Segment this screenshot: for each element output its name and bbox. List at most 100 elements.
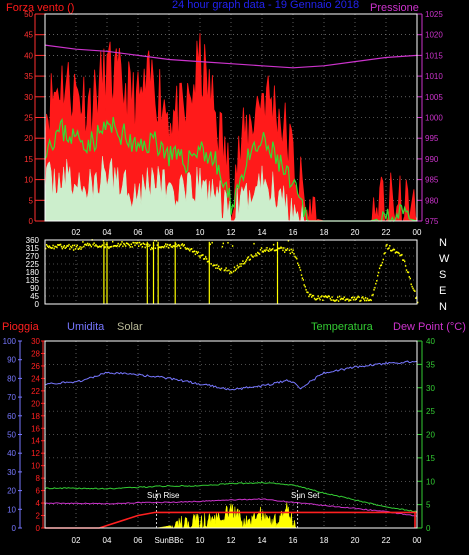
direction-point bbox=[319, 298, 321, 301]
wind-tick-label: 40 bbox=[24, 51, 33, 60]
humidity-tick-label: 70 bbox=[7, 393, 16, 402]
direction-point bbox=[351, 297, 353, 299]
direction-point bbox=[206, 260, 209, 263]
wind-tick-label: 15 bbox=[24, 155, 33, 164]
direction-point bbox=[175, 243, 177, 245]
direction-point bbox=[117, 242, 119, 245]
direction-point bbox=[264, 250, 266, 252]
direction-point bbox=[133, 242, 135, 244]
dewpoint-header: Dew Point (°C) bbox=[393, 321, 466, 333]
pressure-tick-label: 980 bbox=[425, 196, 439, 205]
wind-tick-label: 25 bbox=[24, 114, 33, 123]
direction-tick-label: 90 bbox=[30, 284, 39, 293]
direction-point bbox=[255, 253, 257, 255]
direction-point bbox=[372, 293, 374, 296]
direction-point bbox=[394, 252, 397, 254]
lower-plot-frame bbox=[44, 340, 418, 529]
temperature-line bbox=[44, 481, 418, 513]
direction-point bbox=[112, 245, 115, 247]
direction-point bbox=[378, 267, 381, 270]
direction-point bbox=[385, 245, 387, 247]
direction-point bbox=[73, 244, 76, 247]
direction-point bbox=[148, 245, 150, 247]
direction-point bbox=[411, 285, 413, 288]
direction-point bbox=[323, 295, 325, 298]
direction-point bbox=[337, 300, 340, 302]
direction-point bbox=[107, 246, 109, 248]
direction-point bbox=[220, 267, 223, 270]
direction-point bbox=[311, 296, 313, 298]
direction-point bbox=[354, 298, 357, 301]
direction-point bbox=[181, 243, 184, 245]
wind-x-tick-label: 04 bbox=[103, 228, 112, 237]
direction-tick-label: 360 bbox=[26, 236, 40, 245]
direction-point bbox=[104, 246, 106, 248]
direction-point bbox=[58, 244, 60, 246]
direction-point bbox=[57, 244, 59, 246]
lower-x-tick-label: 02 bbox=[72, 536, 81, 545]
direction-point bbox=[245, 260, 247, 263]
direction-point bbox=[110, 246, 112, 248]
temp-tick-label: 10 bbox=[426, 477, 435, 486]
direction-point bbox=[339, 298, 342, 301]
direction-point bbox=[150, 248, 152, 251]
direction-point bbox=[268, 250, 270, 252]
direction-point bbox=[377, 274, 379, 277]
direction-point bbox=[228, 269, 230, 272]
direction-point bbox=[353, 296, 356, 299]
direction-point bbox=[239, 263, 241, 265]
direction-point bbox=[229, 272, 231, 275]
direction-point bbox=[139, 243, 142, 246]
temp-tick-label: 0 bbox=[426, 524, 431, 533]
direction-point bbox=[246, 257, 249, 259]
direction-point bbox=[290, 248, 292, 251]
direction-point bbox=[402, 259, 404, 261]
direction-point bbox=[140, 243, 143, 245]
rain-tick-label: 12 bbox=[31, 449, 40, 458]
direction-point bbox=[243, 263, 245, 265]
direction-point bbox=[356, 296, 358, 299]
direction-point bbox=[79, 246, 81, 248]
direction-point bbox=[382, 258, 384, 261]
direction-point bbox=[45, 244, 48, 246]
direction-point bbox=[340, 297, 343, 300]
direction-point bbox=[59, 244, 61, 246]
direction-point bbox=[119, 244, 121, 246]
direction-point bbox=[166, 243, 169, 246]
direction-point bbox=[292, 249, 294, 251]
direction-tick-label: 135 bbox=[26, 276, 40, 285]
wind-x-tick-label: 18 bbox=[320, 228, 329, 237]
direction-point bbox=[278, 247, 280, 250]
direction-point bbox=[288, 249, 291, 252]
lower-x-tick-label: 04 bbox=[103, 536, 112, 545]
direction-point bbox=[241, 263, 243, 265]
pressure-tick-label: 975 bbox=[425, 217, 439, 226]
direction-point bbox=[282, 249, 284, 252]
direction-point bbox=[102, 239, 105, 242]
direction-point bbox=[352, 298, 355, 301]
direction-point bbox=[297, 262, 299, 265]
direction-point bbox=[223, 269, 225, 272]
direction-point bbox=[178, 244, 180, 246]
direction-point bbox=[257, 251, 259, 254]
direction-point bbox=[116, 244, 118, 247]
direction-point bbox=[180, 244, 183, 246]
rain-tick-label: 28 bbox=[31, 349, 40, 358]
direction-point bbox=[326, 296, 329, 299]
lower-ticks: 0510152025303540010203040506070809010002… bbox=[3, 337, 436, 545]
direction-point bbox=[230, 270, 232, 273]
direction-point bbox=[203, 258, 205, 260]
pressure-tick-label: 1015 bbox=[425, 51, 443, 60]
direction-point bbox=[81, 246, 83, 249]
solar-header: Solar bbox=[117, 321, 143, 333]
direction-point bbox=[129, 246, 131, 248]
direction-point bbox=[321, 295, 323, 297]
compass-label: N bbox=[439, 301, 447, 313]
direction-point bbox=[358, 296, 360, 298]
direction-point bbox=[115, 245, 118, 248]
direction-point bbox=[62, 246, 65, 248]
direction-point bbox=[130, 243, 132, 246]
direction-point bbox=[305, 289, 307, 291]
direction-point bbox=[190, 248, 192, 251]
